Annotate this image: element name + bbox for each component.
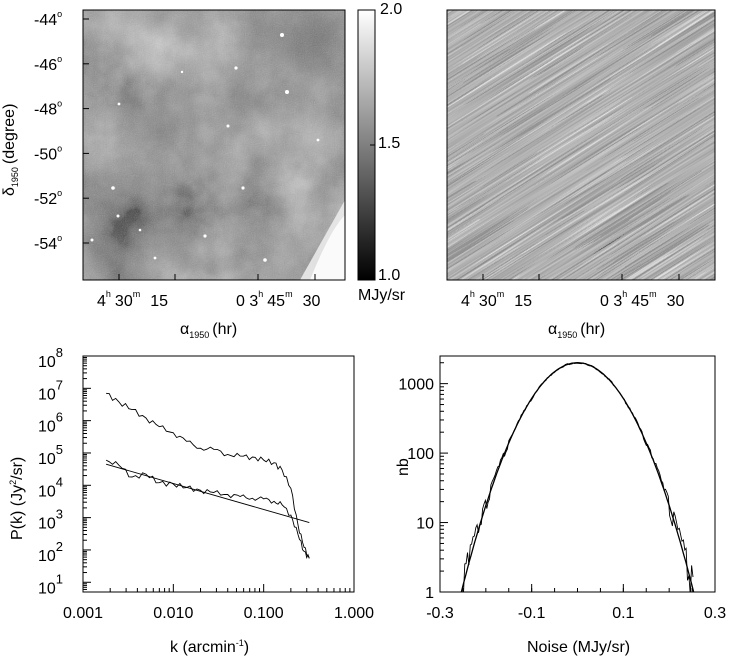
- point-sources: [90, 33, 320, 262]
- y-tick-label: -46o: [34, 54, 62, 74]
- sky-map-panel: -44o -46o -48o -50o -52o -54o 4h 30m 15 0 3h 45m 3…: [1, 9, 346, 340]
- y-tick-exponent: 1: [56, 571, 63, 586]
- x-tick-label: 0.1: [612, 605, 634, 622]
- x-tick-label: 0 3h 45m 30: [600, 289, 684, 310]
- noise-map-panel: 4h 30m 15 0 3h 45m 30 α1950 (hr): [446, 9, 716, 340]
- y-tick-label: 108: [38, 345, 63, 371]
- power-spectrum-x-label: k (arcmin-1): [170, 638, 249, 656]
- y-tick-exponent: 3: [56, 507, 63, 522]
- power-spectrum-panel: 0.001 0.010 0.100 1.000 101 102 103 104 105 106 10…: [8, 345, 374, 656]
- y-tick-label: 105: [38, 442, 63, 468]
- power-spectrum-series-3: [105, 463, 310, 524]
- y-tick-label: 10: [416, 516, 434, 533]
- y-tick-exponent: 8: [56, 345, 63, 360]
- x-tick-label: -0.1: [518, 605, 546, 622]
- noise-histogram: [463, 362, 694, 592]
- x-tick-label: 1.000: [334, 605, 374, 622]
- y-tick-label: 107: [38, 377, 63, 403]
- y-tick-exponent: 6: [56, 410, 63, 425]
- gaussian-fit-curve: [460, 362, 695, 592]
- x-tick-label: 0.010: [153, 605, 193, 622]
- noise-map-x-label: α1950 (hr): [548, 321, 605, 340]
- y-tick-label: 1: [425, 585, 434, 602]
- y-tick-label: 100: [407, 446, 434, 463]
- noise-histogram-panel: -0.3 -0.1 0.1 0.3 1 10 100 1000 nb Noise (MJy/s…: [395, 355, 726, 656]
- colorbar-tick-min: 1.0: [378, 267, 400, 284]
- y-tick-exponent: 7: [56, 377, 63, 392]
- x-tick-label: 0.001: [63, 605, 103, 622]
- degree-symbol: o: [57, 188, 62, 198]
- x-tick-label: 0.3: [704, 605, 726, 622]
- x-tick-label: 0.100: [244, 605, 284, 622]
- y-tick-label: 101: [38, 571, 63, 597]
- sky-map-y-label: δ1950(degree): [1, 104, 20, 196]
- y-tick-label: -50o: [34, 143, 62, 163]
- y-tick-label: 106: [38, 410, 63, 436]
- x-tick-label: 4h 30m 15: [97, 289, 168, 310]
- power-spectrum-y-label: P(k) (Jy2/sr): [8, 457, 26, 540]
- y-tick-label: 102: [38, 539, 63, 565]
- sky-map-x-label: α1950 (hr): [180, 321, 237, 340]
- y-tick-exponent: 5: [56, 442, 63, 457]
- power-spectrum-series-2: [105, 459, 310, 560]
- y-tick-exponent: 4: [56, 474, 63, 489]
- noise-map-image: [447, 10, 715, 280]
- degree-symbol: o: [57, 54, 62, 64]
- x-tick-label: 0 3h 45m 30: [236, 289, 320, 310]
- colorbar-tick-max: 2.0: [380, 1, 402, 18]
- y-tick-label: -44o: [34, 9, 62, 29]
- colorbar: 2.0 1.5 1.0 MJy/sr: [357, 1, 406, 304]
- y-tick-exponent: 2: [56, 539, 63, 554]
- degree-symbol: o: [57, 143, 62, 153]
- y-tick-label: 104: [38, 474, 63, 500]
- y-tick-label: -52o: [34, 188, 62, 208]
- y-tick-label: 1000: [398, 377, 434, 394]
- x-tick-label: 4h 30m 15: [461, 289, 532, 310]
- y-tick-label: 103: [38, 507, 63, 533]
- colorbar-tick-mid: 1.5: [378, 135, 400, 152]
- histogram-y-label: nb: [395, 458, 412, 476]
- power-spectrum-series-1: [106, 392, 310, 559]
- histogram-x-label: Noise (MJy/sr): [527, 639, 630, 656]
- y-tick-label: -54o: [34, 233, 62, 253]
- colorbar-unit: MJy/sr: [358, 287, 406, 304]
- y-tick-label: -48o: [34, 99, 62, 119]
- degree-symbol: o: [57, 233, 62, 243]
- degree-symbol: o: [57, 99, 62, 109]
- x-tick-label: -0.3: [426, 605, 454, 622]
- degree-symbol: o: [57, 9, 62, 19]
